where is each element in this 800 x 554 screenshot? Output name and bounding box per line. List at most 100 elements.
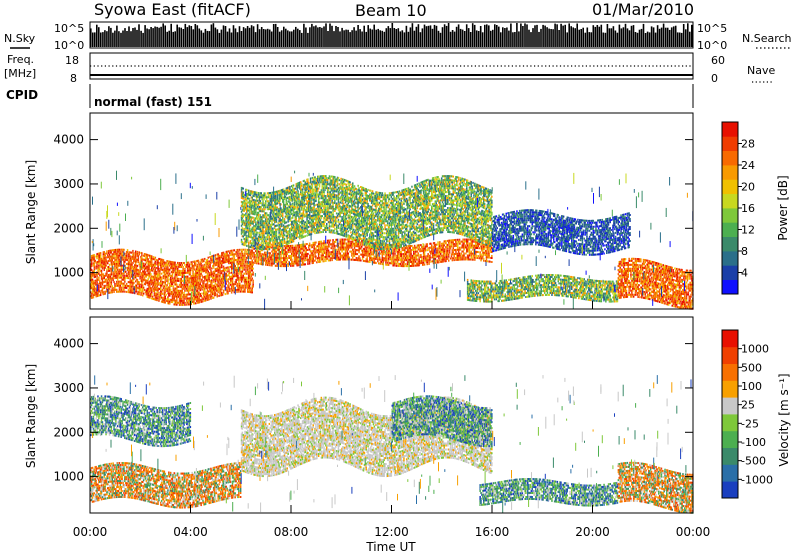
power-cell: [165, 299, 167, 302]
power-cell: [336, 252, 339, 255]
power-cell: [275, 258, 278, 261]
power-cell: [148, 284, 150, 287]
power-cell: [150, 255, 152, 258]
power-cell: [447, 249, 449, 252]
power-cell: [230, 287, 233, 290]
power-cell: [154, 292, 157, 295]
power-cell: [415, 264, 418, 267]
nsky-bar: [321, 27, 323, 47]
power-cell: [111, 269, 113, 272]
power-cell: [347, 258, 349, 261]
power-cell: [301, 259, 304, 262]
power-cell: [420, 262, 422, 265]
power-cell: [181, 264, 183, 266]
power-cell: [177, 293, 180, 296]
power-cell: [182, 297, 184, 300]
power-cell: [205, 269, 208, 272]
power-cell: [92, 296, 95, 299]
nsky-bar: [455, 26, 458, 47]
power-cell: [419, 244, 421, 247]
power-cell: [128, 253, 131, 256]
power-cell: [151, 263, 154, 266]
power-cell: [120, 280, 122, 283]
power-cell: [296, 256, 298, 259]
power-cell: [421, 250, 423, 252]
nsky-bar: [650, 26, 653, 47]
power-cell: [286, 257, 288, 260]
power-cell: [163, 301, 166, 304]
power-cell: [93, 258, 96, 261]
power-cell: [128, 269, 131, 272]
power-cell: [166, 300, 168, 302]
nsky-bar: [295, 26, 297, 47]
power-cell: [160, 282, 163, 285]
power-cell: [308, 242, 311, 245]
power-cell: [209, 262, 211, 264]
power-cell: [463, 254, 465, 257]
power-cell: [106, 256, 108, 259]
power-cell: [459, 256, 462, 259]
power-cell: [447, 257, 449, 260]
power-cell: [104, 252, 106, 255]
power-cell: [177, 271, 179, 274]
power-cell: [360, 247, 362, 250]
power-cell: [297, 264, 299, 267]
power-cell: [431, 254, 434, 257]
nsky-bar: [528, 29, 530, 47]
power-cell: [216, 289, 218, 292]
power-cell: [233, 261, 236, 264]
power-cell: [322, 244, 324, 247]
power-cell: [237, 262, 239, 265]
power-cell: [112, 279, 114, 282]
power-cell: [103, 285, 105, 287]
power-cell: [402, 253, 404, 256]
power-cell: [420, 244, 422, 247]
power-cell: [450, 243, 453, 246]
power-cell: [178, 265, 181, 268]
power-cell: [141, 262, 143, 265]
power-cell: [350, 258, 352, 261]
power-cell: [310, 252, 313, 255]
power-cell: [140, 257, 142, 260]
power-cell: [378, 262, 381, 265]
nsky-bar: [156, 26, 158, 47]
power-cell: [422, 247, 424, 250]
nsky-bar: [628, 30, 631, 47]
power-cell: [249, 255, 252, 258]
power-cell: [370, 247, 373, 250]
power-cell: [413, 246, 416, 249]
power-cell: [151, 267, 153, 270]
power-cell: [115, 248, 117, 251]
power-cell: [321, 254, 323, 257]
power-cell: [300, 251, 302, 254]
power-cell: [333, 243, 335, 245]
power-cell: [160, 268, 162, 271]
power-cell: [141, 292, 143, 295]
power-cell: [170, 267, 173, 270]
power-cell: [90, 283, 93, 285]
power-cell: [307, 260, 309, 263]
power-cell: [425, 261, 428, 264]
power-cell: [375, 244, 377, 246]
nsky-bar: [112, 32, 114, 47]
power-cell: [218, 285, 220, 287]
power-cell: [197, 283, 200, 286]
power-cell: [95, 289, 97, 292]
power-cell: [395, 260, 397, 263]
power-cell: [144, 259, 147, 262]
power-cell: [353, 252, 356, 255]
power-cell: [127, 261, 130, 264]
power-cell: [211, 267, 213, 270]
nsky-bar: [616, 32, 619, 47]
power-cell: [256, 260, 259, 263]
power-cell: [147, 274, 149, 277]
power-cell: [308, 244, 310, 247]
power-cell: [331, 253, 333, 256]
power-cell: [119, 250, 122, 253]
power-cell: [120, 274, 122, 277]
power-cell: [376, 248, 378, 251]
power-cell: [403, 255, 405, 258]
power-cell: [167, 270, 169, 273]
power-cell: [343, 242, 346, 245]
power-cell: [135, 264, 138, 267]
